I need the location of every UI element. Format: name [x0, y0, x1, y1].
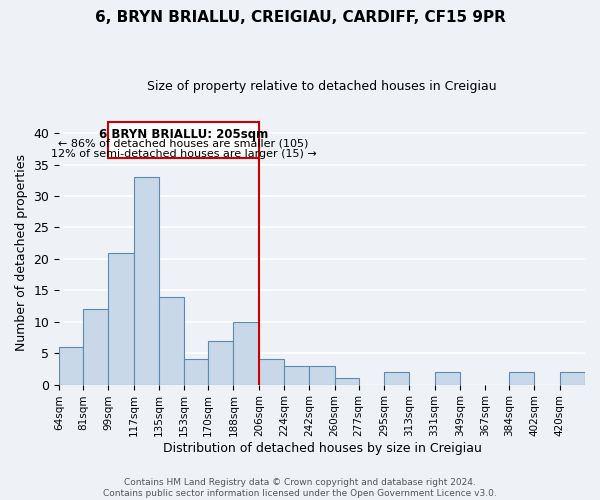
Bar	[259, 360, 284, 384]
Bar	[184, 360, 208, 384]
Bar	[284, 366, 310, 384]
Bar	[335, 378, 359, 384]
Bar	[560, 372, 585, 384]
Title: Size of property relative to detached houses in Creigiau: Size of property relative to detached ho…	[147, 80, 497, 93]
Bar	[509, 372, 535, 384]
Bar	[208, 340, 233, 384]
Bar	[434, 372, 460, 384]
Y-axis label: Number of detached properties: Number of detached properties	[15, 154, 28, 351]
Bar	[59, 347, 83, 385]
Bar	[109, 122, 259, 158]
Text: 6, BRYN BRIALLU, CREIGIAU, CARDIFF, CF15 9PR: 6, BRYN BRIALLU, CREIGIAU, CARDIFF, CF15…	[95, 10, 505, 25]
Bar	[109, 252, 134, 384]
Bar	[233, 322, 259, 384]
Bar	[384, 372, 409, 384]
Bar	[310, 366, 335, 384]
Bar	[134, 177, 159, 384]
Bar	[83, 309, 109, 384]
X-axis label: Distribution of detached houses by size in Creigiau: Distribution of detached houses by size …	[163, 442, 482, 455]
Bar	[159, 296, 184, 384]
Text: 12% of semi-detached houses are larger (15) →: 12% of semi-detached houses are larger (…	[51, 148, 316, 158]
Text: ← 86% of detached houses are smaller (105): ← 86% of detached houses are smaller (10…	[58, 138, 309, 148]
Text: Contains HM Land Registry data © Crown copyright and database right 2024.
Contai: Contains HM Land Registry data © Crown c…	[103, 478, 497, 498]
Text: 6 BRYN BRIALLU: 205sqm: 6 BRYN BRIALLU: 205sqm	[99, 128, 268, 140]
